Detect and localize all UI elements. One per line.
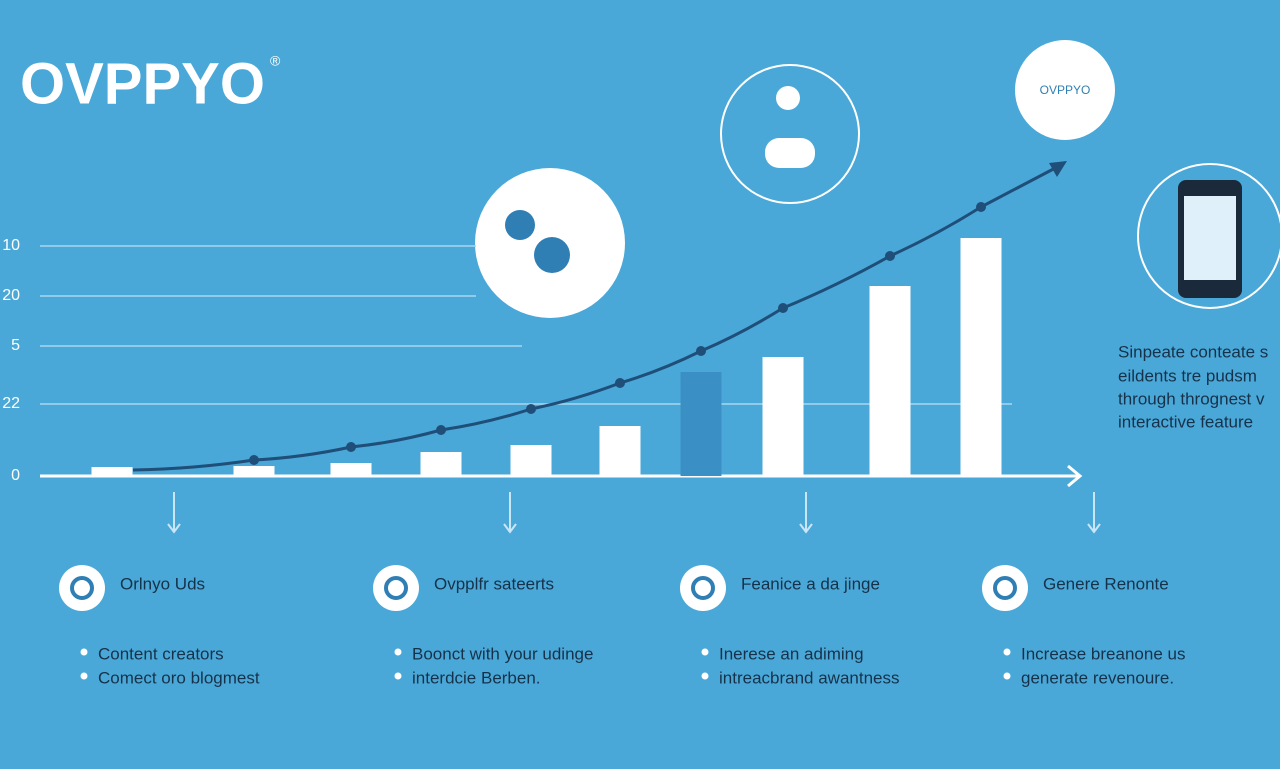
y-axis-label: 10 <box>2 237 20 254</box>
feature-icon <box>982 565 1028 611</box>
feature-bullet: Content creators <box>98 644 224 663</box>
feature-bullet: intreacbrand awantness <box>719 668 900 687</box>
trend-point <box>885 251 895 261</box>
icon-ring <box>720 64 860 204</box>
badge-circle <box>1015 40 1115 140</box>
side-text: through thrognest v <box>1118 389 1265 408</box>
y-axis-label: 0 <box>11 467 20 484</box>
bar <box>762 357 804 476</box>
trend-point <box>778 303 788 313</box>
logo: OVPPYO <box>20 51 265 116</box>
logo-mark: ® <box>270 53 281 69</box>
trend-point <box>436 425 446 435</box>
icon-part <box>534 237 570 273</box>
icon-person <box>765 138 815 168</box>
axis-arrow <box>1067 464 1083 488</box>
bullet-dot <box>394 648 402 656</box>
icon-screen <box>1184 196 1236 280</box>
trend-point <box>696 346 706 356</box>
bar <box>233 466 275 476</box>
icon-part <box>505 210 535 240</box>
bar <box>680 372 722 476</box>
bullet-dot <box>394 672 402 680</box>
feature-bullet: Increase breanone us <box>1021 644 1185 663</box>
bullet-dot <box>701 648 709 656</box>
bar <box>960 238 1002 476</box>
feature-bullet: interdcie Berben. <box>412 668 541 687</box>
bullet-dot <box>80 672 88 680</box>
y-axis-label: 5 <box>11 337 20 354</box>
trend-arrow <box>980 163 1062 209</box>
icon-ring <box>1137 163 1280 309</box>
feature-title: Genere Renonte <box>1043 574 1169 593</box>
feature-icon <box>373 565 419 611</box>
bullet-dot <box>1003 648 1011 656</box>
side-text: eildents tre pudsm <box>1118 366 1257 385</box>
trend-point <box>346 442 356 452</box>
trend-line <box>132 205 982 472</box>
trend-point <box>249 455 259 465</box>
bullet-dot <box>80 648 88 656</box>
y-axis-label: 22 <box>2 395 20 412</box>
down-arrows <box>167 492 1101 534</box>
trend-point <box>976 202 986 212</box>
trend-point <box>615 378 625 388</box>
feature-bullet: Inerese an adiming <box>719 644 864 663</box>
feature-icon-inner <box>993 576 1017 600</box>
feature-title: Feanice a da jinge <box>741 574 880 593</box>
feature-bullet: Comect oro blogmest <box>98 668 260 687</box>
trend-arrowhead <box>1049 161 1067 177</box>
feature-icon <box>59 565 105 611</box>
feature-bullet: Boonct with your udinge <box>412 644 593 663</box>
bar <box>91 467 133 476</box>
trend-point <box>526 404 536 414</box>
bar <box>420 452 462 476</box>
bullet-dot <box>701 672 709 680</box>
side-text: interactive feature <box>1118 412 1253 431</box>
bar <box>510 445 552 476</box>
y-axis-label: 20 <box>2 287 20 304</box>
bar <box>869 286 911 476</box>
bar <box>599 426 641 476</box>
feature-icon-inner <box>691 576 715 600</box>
feature-title: Orlnyo Uds <box>120 574 205 593</box>
feature-bullet: generate revenoure. <box>1021 668 1174 687</box>
feature-icon-inner <box>70 576 94 600</box>
features: Orlnyo Uds Content creators Comect oro blo… <box>59 565 1185 687</box>
feature-title: Ovpplfr sateerts <box>434 574 554 593</box>
icon-person <box>776 86 800 110</box>
bar <box>330 463 372 476</box>
feature-icon-inner <box>384 576 408 600</box>
side-text: Sinpeate conteate s <box>1118 342 1268 361</box>
feature-icon <box>680 565 726 611</box>
bullet-dot <box>1003 672 1011 680</box>
chart: 10 20 5 22 0 <box>2 161 1067 484</box>
badge: OVPPYO <box>1040 83 1091 97</box>
